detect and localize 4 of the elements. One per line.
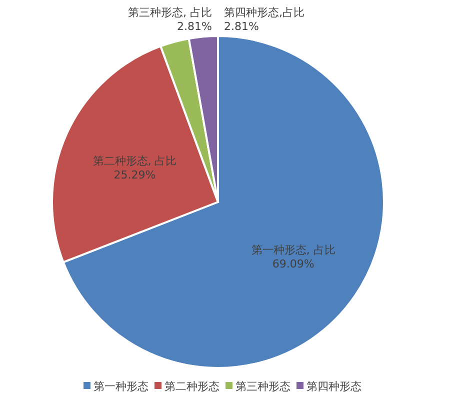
legend-label: 第三种形态: [236, 380, 290, 393]
legend-label: 第二种形态: [164, 380, 220, 393]
legend-label: 第四种形态: [306, 380, 362, 393]
legend-label: 第一种形态: [94, 380, 148, 393]
